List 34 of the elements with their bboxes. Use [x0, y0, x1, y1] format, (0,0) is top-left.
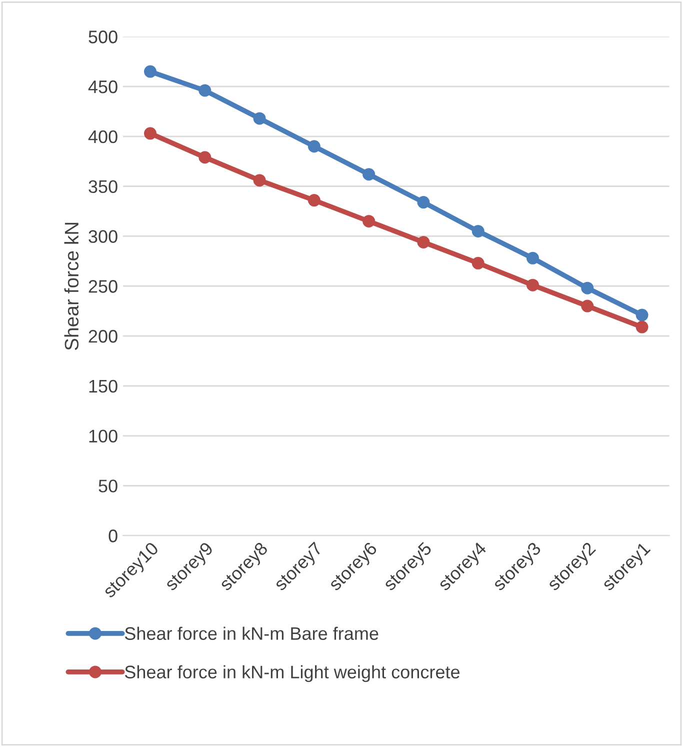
- y-tick-label: 350: [88, 180, 118, 194]
- point: [198, 151, 212, 164]
- y-tick-label: 50: [98, 480, 118, 492]
- point: [253, 174, 266, 187]
- point: [417, 196, 430, 209]
- y-tick-label: 500: [88, 30, 118, 44]
- point: [198, 84, 212, 97]
- point: [144, 127, 157, 140]
- legend-label: Shear force in kN-m Light weight concrete: [124, 665, 460, 682]
- point: [362, 168, 376, 181]
- point: [472, 256, 484, 270]
- point: [472, 224, 484, 238]
- point: [636, 308, 648, 322]
- y-tick-label: 200: [88, 330, 118, 343]
- point: [144, 65, 157, 78]
- point: [526, 278, 539, 292]
- y-tick-label: 100: [89, 430, 118, 443]
- y-axis-title: Shear force kN: [64, 222, 79, 350]
- y-tick-label: 300: [88, 230, 118, 243]
- point: [526, 252, 539, 264]
- legend-label: Shear force in kN-m Bare frame: [124, 626, 378, 640]
- y-tick-label: 150: [89, 380, 118, 393]
- point: [581, 300, 594, 312]
- y-tick-label: 450: [88, 80, 118, 94]
- point: [308, 194, 320, 207]
- point: [636, 320, 648, 334]
- y-tick-label: 0: [108, 530, 118, 542]
- point: [417, 236, 430, 248]
- y-tick-label: 400: [88, 130, 118, 144]
- point: [308, 140, 320, 153]
- y-tick-label: 250: [88, 280, 118, 293]
- point: [253, 112, 266, 125]
- point: [581, 282, 594, 294]
- point: [362, 214, 376, 228]
